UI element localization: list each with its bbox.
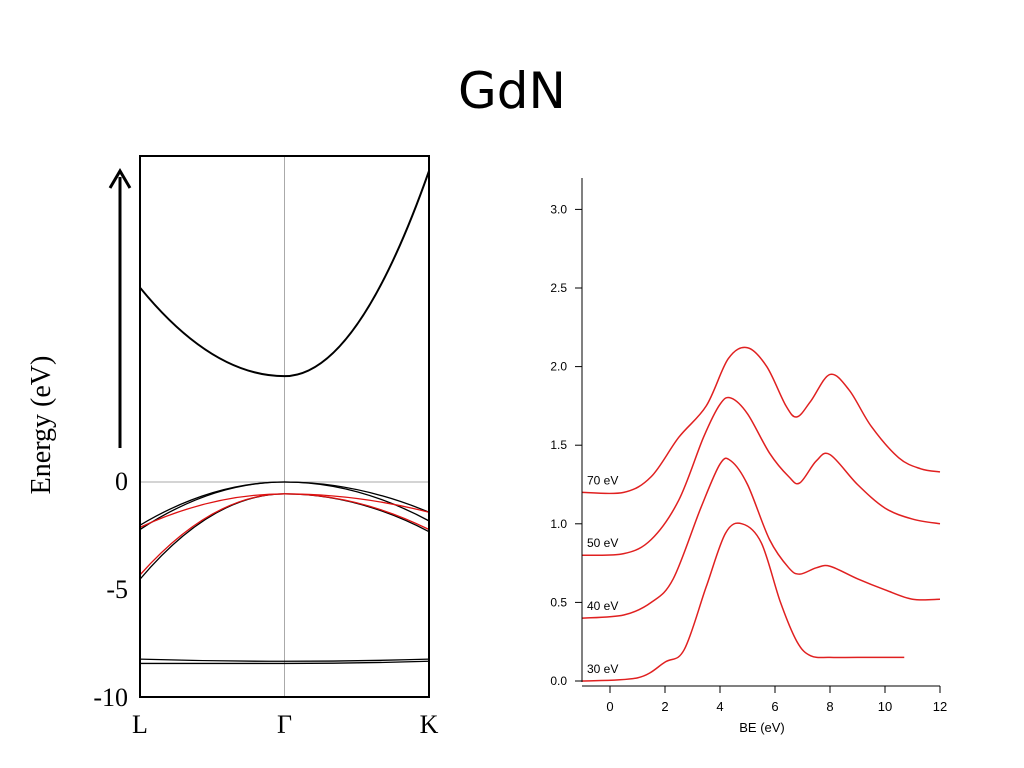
spectrum-label: 30 eV xyxy=(587,662,618,676)
right-y-tick-label: 2.0 xyxy=(550,360,567,374)
band-structure-chart: Energy (eV) 0 -5 -10 L Γ K xyxy=(26,155,439,739)
band-curve-8 xyxy=(140,493,429,576)
right-x-tick-label: 2 xyxy=(661,699,668,714)
band-curve-5 xyxy=(140,658,429,662)
right-x-tick-label: 6 xyxy=(771,699,778,714)
right-y-ticks: 0.0 0.5 1.0 1.5 2.0 2.5 3.0 xyxy=(550,202,582,688)
spectrum-label: 70 eV xyxy=(587,473,618,487)
band-curve-6 xyxy=(140,660,429,665)
left-plot-frame xyxy=(139,155,430,698)
left-band-curves xyxy=(140,170,429,665)
left-y-tick-labels: 0 -5 -10 xyxy=(93,467,128,712)
energy-arrowhead xyxy=(108,168,132,189)
spectrum-curve xyxy=(582,346,941,495)
slide-title: GdN xyxy=(458,62,566,120)
right-spectra-curves: 30 eV 40 eV 50 eV 70 eV xyxy=(582,346,941,682)
left-x-tick-label: L xyxy=(132,710,148,739)
right-x-tick-label: 0 xyxy=(606,699,613,714)
spectrum-curve xyxy=(582,396,941,557)
right-x-ticks: 0 2 4 6 8 10 12 xyxy=(606,686,947,714)
spectra-chart: 0.00.51.01.52.02.53.0 0 2 4 6 8 10 12 BE (eV) … xyxy=(550,178,947,735)
right-x-tick-label: 12 xyxy=(933,699,947,714)
right-x-tick-label: 10 xyxy=(878,699,892,714)
right-y-tick-label: 0.0 xyxy=(550,674,567,688)
left-x-tick-label: Γ xyxy=(277,710,292,739)
right-y-tick-label: 1.5 xyxy=(550,438,567,452)
right-y-tick-label: 3.0 xyxy=(550,202,567,216)
right-x-axis-label: BE (eV) xyxy=(739,720,785,735)
band-curve-1 xyxy=(140,170,429,378)
right-y-tick-label: 2.5 xyxy=(550,281,567,295)
right-y-tick-label: 1.0 xyxy=(550,517,567,531)
spectrum-curve xyxy=(582,457,941,619)
spectrum-label: 40 eV xyxy=(587,599,618,613)
left-y-tick-label: -10 xyxy=(93,683,128,712)
left-y-tick-label: -5 xyxy=(106,575,128,604)
spectrum-label: 50 eV xyxy=(587,536,618,550)
right-x-tick-label: 4 xyxy=(716,699,723,714)
right-x-tick-label: 8 xyxy=(826,699,833,714)
left-x-tick-label: K xyxy=(420,710,439,739)
band-curve-3 xyxy=(140,481,429,526)
left-y-axis-label: Energy (eV) xyxy=(26,356,57,495)
right-y-tick-label: 0.5 xyxy=(550,595,567,609)
left-gridlines xyxy=(140,156,429,697)
left-y-tick-label: 0 xyxy=(115,467,128,496)
spectrum-curve xyxy=(582,522,905,682)
